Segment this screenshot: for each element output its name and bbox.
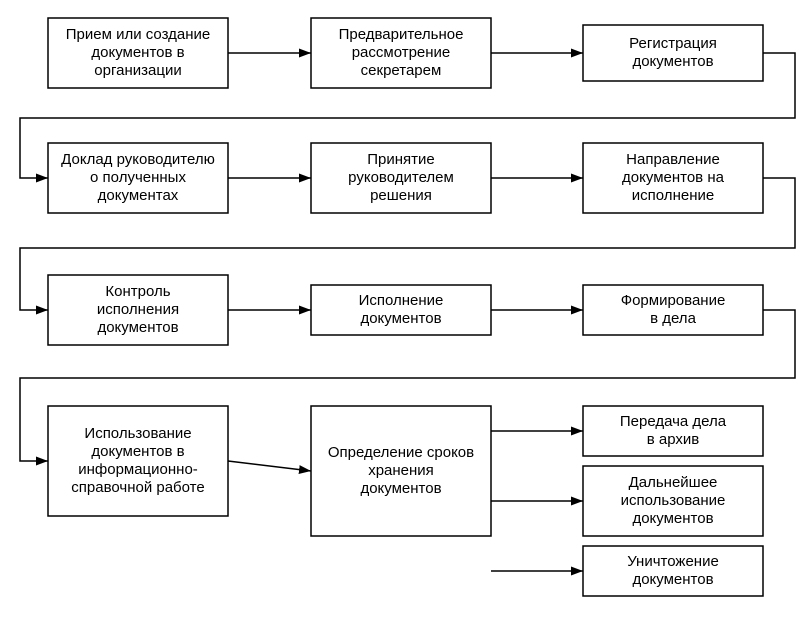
node-n5-line1: руководителем — [348, 169, 454, 186]
node-n3-line0: Регистрация — [629, 35, 717, 52]
node-n4-line1: о полученных — [90, 169, 186, 186]
node-n13-line0: Дальнейшее — [629, 474, 718, 491]
node-n6-line0: Направление — [626, 151, 720, 168]
node-n14: Уничтожениедокументов — [583, 546, 763, 596]
node-n12-line1: в архив — [647, 431, 700, 448]
node-n12-line0: Передача дела — [620, 413, 727, 430]
node-n4-line2: документах — [98, 187, 179, 204]
node-n11-line2: документов — [360, 480, 441, 497]
node-n10: Использованиедокументов винформационно-с… — [48, 406, 228, 516]
node-n11-line0: Определение сроков — [328, 444, 474, 461]
node-n13-line1: использование — [621, 492, 726, 509]
node-n14-line1: документов — [632, 571, 713, 588]
node-n13-line2: документов — [632, 510, 713, 527]
node-n8-line1: документов — [360, 310, 441, 327]
node-n1-line2: организации — [94, 62, 181, 79]
node-n7-line0: Контроль — [105, 283, 170, 300]
node-n6: Направлениедокументов наисполнение — [583, 143, 763, 213]
node-n5: Принятиеруководителемрешения — [311, 143, 491, 213]
node-n11: Определение сроковхранениядокументов — [311, 406, 491, 536]
node-n1-line1: документов в — [91, 44, 184, 61]
node-n4: Доклад руководителюо полученныхдокумента… — [48, 143, 228, 213]
node-n5-line2: решения — [370, 187, 432, 204]
node-n10-line0: Использование — [84, 425, 191, 442]
node-n2-line0: Предварительное — [339, 26, 464, 43]
node-n10-line1: документов в — [91, 443, 184, 460]
node-n2-line2: секретарем — [361, 62, 442, 79]
node-n14-line0: Уничтожение — [627, 553, 719, 570]
node-n2-line1: рассмотрение — [352, 44, 451, 61]
node-n13: Дальнейшееиспользованиедокументов — [583, 466, 763, 536]
node-n1-line0: Прием или создание — [66, 26, 211, 43]
node-n3: Регистрациядокументов — [583, 25, 763, 81]
node-n9: Формированиев дела — [583, 285, 763, 335]
node-n7-line1: исполнения — [97, 301, 179, 318]
node-n7-line2: документов — [97, 319, 178, 336]
node-n6-line1: документов на — [622, 169, 725, 186]
node-n10-line2: информационно- — [78, 461, 198, 478]
node-n11-line1: хранения — [368, 462, 434, 479]
node-n7: Контрольисполнениядокументов — [48, 275, 228, 345]
flowchart: Прием или созданиедокументов ворганизаци… — [0, 0, 812, 636]
node-n10-line3: справочной работе — [71, 479, 204, 496]
edge-n10-n11 — [228, 461, 311, 471]
node-n8-line0: Исполнение — [359, 292, 444, 309]
node-n1: Прием или созданиедокументов ворганизаци… — [48, 18, 228, 88]
node-n9-line0: Формирование — [621, 292, 726, 309]
node-n12: Передача делав архив — [583, 406, 763, 456]
node-n9-line1: в дела — [650, 310, 696, 327]
node-n3-line1: документов — [632, 53, 713, 70]
node-n2: Предварительноерассмотрениесекретарем — [311, 18, 491, 88]
node-n8: Исполнениедокументов — [311, 285, 491, 335]
node-n6-line2: исполнение — [632, 187, 714, 204]
node-n4-line0: Доклад руководителю — [61, 151, 215, 168]
node-n5-line0: Принятие — [367, 151, 435, 168]
